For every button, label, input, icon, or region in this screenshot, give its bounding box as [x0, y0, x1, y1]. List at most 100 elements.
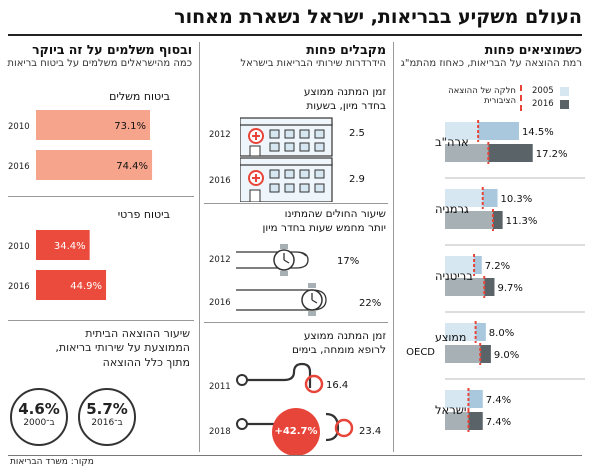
household-2016-label: ב־2016 — [91, 418, 123, 428]
mid-divider-1 — [204, 203, 388, 204]
bar-2016-public-4 — [445, 412, 469, 430]
insurance-value-1-0: 34.4% — [54, 241, 86, 252]
er-wait-label-1: זמן המתנה ממוצע — [303, 86, 386, 98]
value-label-2005-3: 8.0% — [489, 328, 514, 339]
er-wait-label-2: בחדר מיון, בשעות — [306, 100, 386, 112]
insurance-chart: 2010 73.1% 2016 74.4% 2010 34.4% 2016 44.9% — [8, 110, 153, 300]
country-label-0: ארה"ב — [435, 135, 469, 149]
legend-2005-swatch — [560, 87, 569, 96]
hospital-icons — [240, 117, 333, 202]
col-left-subtitle: כמה מהישראלים משלמים על ביטוח בריאות — [7, 58, 192, 69]
bar-2016-4 — [468, 412, 483, 430]
value-label-2016-1: 11.3% — [506, 216, 538, 227]
col-mid-subtitle: הידרדרות שירותי הבריאות בישראל — [240, 58, 386, 69]
increase-badge — [272, 408, 320, 456]
bar-2005-private-3 — [475, 323, 486, 341]
source-note: מקור: משרד הבריאות — [10, 457, 94, 467]
headline: העולם משקיע בבריאות, ישראל נשארת מאחור — [174, 6, 582, 28]
long-wait-value-2016: 22% — [359, 298, 382, 309]
household-2000-value: 4.6% — [18, 400, 60, 418]
specialist-wait-label-2: לרופא מומחה, בימים — [291, 344, 386, 356]
specialist-wait-label-1: זמן המתנה ממוצע — [303, 330, 386, 342]
column-divider-left — [199, 42, 200, 452]
er-wait-value-2016: 2.9 — [349, 174, 365, 185]
insurance-year-0-0: 2010 — [8, 122, 30, 132]
insurance-value-0-0: 73.1% — [114, 121, 146, 132]
value-label-2005-2: 7.2% — [485, 261, 510, 272]
value-label-2016-4: 7.4% — [486, 417, 511, 428]
headline-rule — [8, 34, 582, 36]
bar-2005-private-1 — [482, 189, 498, 207]
value-label-2016-0: 17.2% — [536, 149, 568, 160]
bar-2005-private-0 — [478, 122, 519, 140]
bar-2016-2 — [484, 278, 495, 296]
long-wait-label-1: שיעור החולים שהמתינו — [284, 208, 386, 220]
insurance-bar-0-1 — [36, 150, 153, 180]
country-label-3-b: OECD — [406, 347, 435, 358]
bar-2016-0 — [488, 144, 533, 162]
bar-2005-private-2 — [474, 256, 482, 274]
insurance-bar-0-0 — [36, 110, 151, 140]
er-wait-value-2012: 2.5 — [349, 128, 365, 139]
col-left-title: ובסוף משלמים על זה ביוקר — [32, 42, 192, 57]
household-spending-label-line-3: מתוך כלל ההוצאה — [102, 355, 190, 369]
specialist-wait-year-2011: 2011 — [209, 382, 231, 392]
legend-2005-label: 2005 — [532, 86, 554, 96]
country-label-2: בריטניה — [435, 269, 473, 283]
private-insurance-label: ביטוח פרטי — [117, 208, 170, 221]
long-wait-value-2012: 17% — [337, 256, 360, 267]
wrist-watch-icon-2016 — [236, 283, 327, 316]
insurance-value-1-1: 44.9% — [70, 281, 102, 292]
bar-2016-public-1 — [445, 211, 493, 229]
bar-2016-public-2 — [445, 278, 485, 296]
insurance-year-1-1: 2016 — [8, 282, 30, 292]
household-2016-circle: 5.7% ב־2016 — [78, 388, 136, 446]
specialist-wait-value-2011: 16.4 — [326, 380, 349, 391]
bar-2016-public-0 — [445, 144, 489, 162]
mid-divider-2 — [204, 322, 388, 323]
col-right-title: כשמוציאים פחות — [484, 42, 582, 57]
insurance-year-0-1: 2016 — [8, 162, 30, 172]
er-wait-year-2016: 2016 — [209, 176, 231, 186]
household-2016-value: 5.7% — [86, 400, 128, 418]
column-divider-right — [393, 42, 394, 452]
wrist-watch-icon-2012 — [236, 244, 309, 276]
bar-2016-3 — [480, 345, 491, 363]
stethoscope-icon-2011 — [236, 362, 324, 394]
left-divider-1 — [8, 196, 194, 197]
increase-badge-label: +42.7% — [274, 426, 318, 437]
household-2000-circle: 4.6% ב־2000 — [10, 388, 68, 446]
legend-public-label: חלקה של ההוצאה הציבורית — [448, 86, 516, 107]
stethoscope-icon-2018 — [236, 412, 354, 442]
insurance-value-0-1: 74.4% — [116, 161, 148, 172]
value-label-2005-0: 14.5% — [522, 127, 554, 138]
hospital-icon-2012 — [240, 117, 333, 157]
bar-2016-public-3 — [445, 345, 481, 363]
er-wait-year-2012: 2012 — [209, 130, 231, 140]
long-wait-label-2: יותר מחמש שעות בחדר מיון — [262, 222, 386, 234]
bar-2005-2 — [445, 256, 482, 274]
complementary-insurance-label: ביטוח משלים — [109, 90, 170, 103]
legend-2016-swatch — [560, 100, 569, 109]
household-spending-label: שיעור ההוצאה הביתית הממוצעת על שירותי בר… — [55, 327, 190, 370]
watch-icons — [236, 244, 327, 316]
long-wait-year-2012: 2012 — [209, 255, 231, 265]
bar-2016-1 — [492, 211, 503, 229]
legend-public-marker — [520, 85, 522, 111]
value-label-2005-1: 10.3% — [501, 194, 533, 205]
value-label-2016-2: 9.7% — [497, 283, 522, 294]
country-label-3: ממוצע — [435, 331, 466, 344]
household-spending-label-line-1: שיעור ההוצאה הביתית — [85, 327, 190, 340]
gdp-spending-chart: 14.5% 17.2% ארה"ב 10.3% 11.3% גרמניה 7.2% 9.7% ב… — [406, 120, 585, 432]
country-label-1: גרמניה — [435, 202, 469, 216]
insurance-year-1-0: 2010 — [8, 242, 30, 252]
col-mid-title: מקבלים פחות — [306, 42, 386, 57]
value-label-2005-4: 7.4% — [486, 395, 511, 406]
hospital-icon-2016 — [240, 157, 333, 202]
specialist-wait-value-2018: 23.4 — [359, 426, 382, 437]
footer-rule — [8, 455, 582, 456]
long-wait-year-2016: 2016 — [209, 298, 231, 308]
value-label-2016-3: 9.0% — [494, 350, 519, 361]
left-divider-2 — [8, 320, 194, 321]
specialist-wait-year-2018: 2018 — [209, 427, 231, 437]
